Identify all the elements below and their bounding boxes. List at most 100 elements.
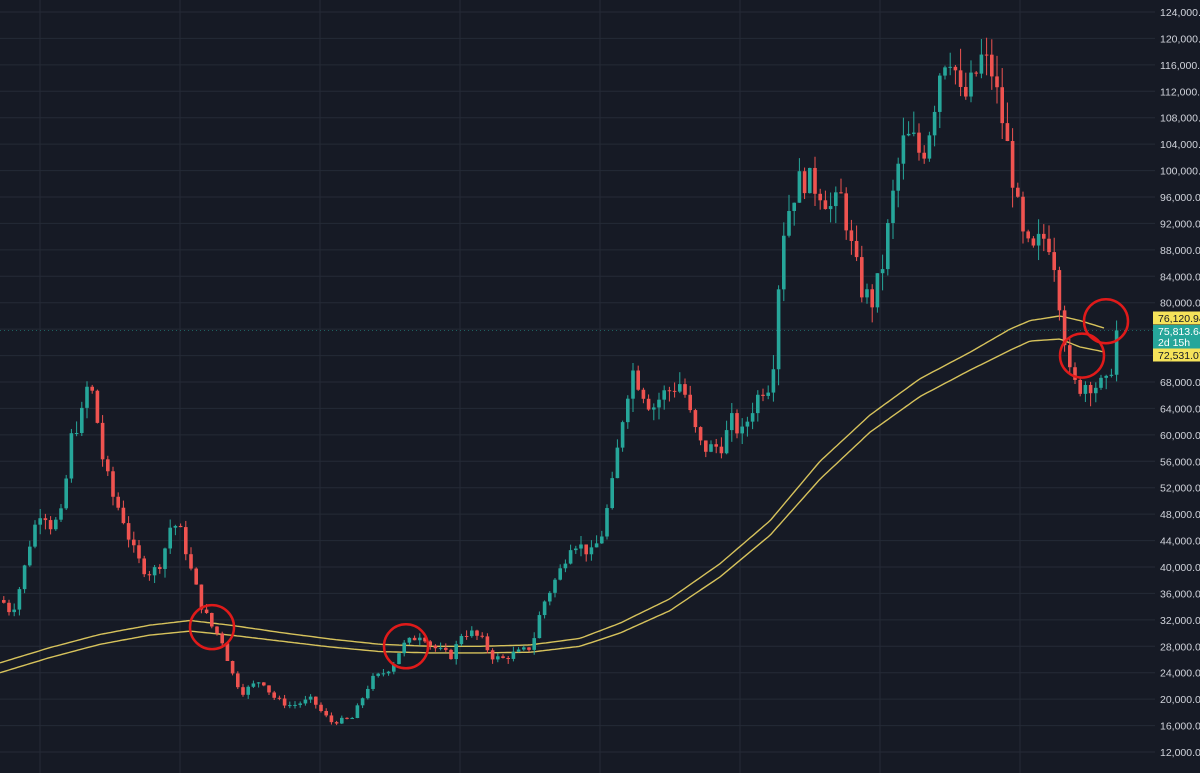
annotation-circle <box>1082 297 1130 345</box>
candle-body <box>657 399 661 408</box>
candle-body <box>782 235 786 290</box>
candle-body <box>974 72 978 74</box>
candle-body <box>184 527 188 555</box>
candle-body <box>376 673 380 676</box>
candle-body <box>558 568 562 580</box>
candle-body <box>319 704 323 712</box>
candle-body <box>137 545 141 559</box>
candle-body <box>1078 379 1082 394</box>
candle-body <box>366 688 370 699</box>
candle-body <box>74 432 79 434</box>
candle-body <box>236 673 240 688</box>
candle-body <box>1104 375 1108 378</box>
candle-body <box>480 635 484 637</box>
candle-body <box>262 682 266 686</box>
candle-body <box>860 257 864 298</box>
candle-body <box>938 75 942 112</box>
candle-body <box>106 459 110 472</box>
candle-body <box>381 673 386 675</box>
candle-body <box>511 651 516 659</box>
candle-body <box>64 478 68 509</box>
annotation-circle <box>382 623 430 670</box>
lower-ma-badge-bg <box>1153 348 1200 362</box>
candle-body <box>943 67 947 76</box>
grid-lines <box>0 0 1155 773</box>
candle-body <box>116 496 120 508</box>
candle-body <box>454 644 458 660</box>
candle-body <box>1068 345 1072 368</box>
candle-body <box>444 647 448 650</box>
y-tick-label: 60,000.00 <box>1160 430 1200 442</box>
candle-body <box>475 630 479 636</box>
upper-ma-badge: 76,120.94 <box>1158 313 1200 325</box>
candle-body <box>995 76 999 88</box>
y-tick-label: 28,000.00 <box>1160 641 1200 653</box>
candle-body <box>563 563 568 569</box>
candle-body <box>922 152 926 159</box>
candle-body <box>646 398 651 410</box>
candle-body <box>324 711 328 716</box>
candle-body <box>418 637 422 641</box>
price-axis[interactable]: 12,000.00 16,000.00 20,000.00 24,000.00 28,0… <box>1160 7 1200 759</box>
candle-body <box>496 656 500 660</box>
candle-body <box>828 206 833 210</box>
candle-body <box>69 433 74 479</box>
candle-body <box>449 649 453 660</box>
candle-body <box>870 289 874 308</box>
candle-body <box>17 589 22 610</box>
candle-body <box>740 426 744 434</box>
candle-body <box>1109 374 1114 376</box>
countdown-label: 2d 15h <box>1158 337 1190 349</box>
candle-body <box>532 638 536 650</box>
candle-body <box>230 660 235 674</box>
candle-body <box>844 193 848 231</box>
candle-body <box>178 525 183 528</box>
candle-body <box>683 384 687 395</box>
candle-body <box>927 135 932 159</box>
candle-body <box>412 637 417 641</box>
candle-body <box>735 413 739 434</box>
candle-body <box>1031 238 1036 246</box>
candle-body <box>698 427 703 441</box>
candle-body <box>241 687 245 695</box>
candle-body <box>537 615 542 639</box>
candle-body <box>272 692 276 698</box>
candle-body <box>142 558 146 575</box>
candle-body <box>522 647 526 650</box>
candle-body <box>932 111 937 136</box>
y-tick-label: 40,000.00 <box>1160 562 1200 574</box>
y-tick-label: 84,000.00 <box>1160 271 1200 283</box>
candle-body <box>1062 310 1067 346</box>
candle-body <box>1010 141 1015 188</box>
candle-body <box>402 642 406 654</box>
candle-body <box>158 567 162 569</box>
y-tick-label: 80,000.00 <box>1160 298 1200 310</box>
candle-body <box>594 543 599 548</box>
candle-body <box>210 612 214 627</box>
candle-body <box>589 547 594 555</box>
candle-body <box>724 430 729 454</box>
y-tick-label: 112,000.00 <box>1160 86 1200 98</box>
candle-body <box>293 704 297 706</box>
candle-body <box>2 600 6 603</box>
candle-body <box>428 641 432 646</box>
candle-body <box>704 440 708 452</box>
candle-body <box>90 386 94 391</box>
y-tick-label: 56,000.00 <box>1160 456 1200 468</box>
candle-body <box>1099 377 1103 388</box>
candle-body <box>340 717 344 724</box>
annotation-circles <box>188 297 1130 670</box>
candle-body <box>787 210 791 236</box>
candle-body <box>750 413 755 422</box>
candle-body <box>979 54 984 74</box>
candle-body <box>527 647 531 650</box>
candle-body <box>953 66 958 71</box>
candle-body <box>865 289 869 298</box>
candle-body <box>7 602 11 613</box>
ma-lower-line <box>0 338 1105 674</box>
candle-body <box>386 671 391 674</box>
y-tick-label: 64,000.00 <box>1160 403 1200 415</box>
candle-body <box>605 508 609 537</box>
